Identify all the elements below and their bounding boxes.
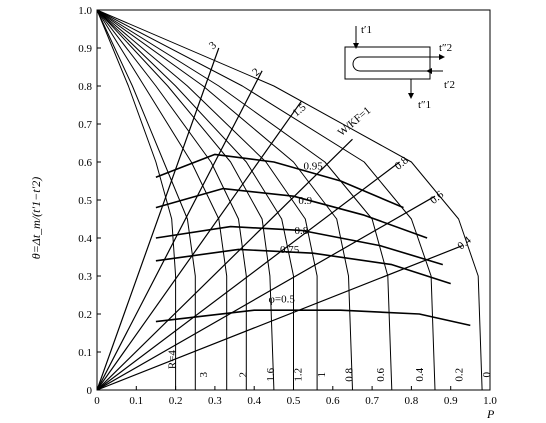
r-curve-label: 0.6 [375, 367, 387, 381]
y-tick-label: 0.3 [78, 271, 92, 283]
y-tick-label: 0.4 [78, 233, 92, 245]
x-tick-label: 0.9 [444, 395, 458, 407]
hot-outlet-arrowhead [408, 93, 414, 99]
r-curve-label: 3 [198, 372, 210, 378]
series-line-r-6 [96, 9, 318, 390]
cold-inlet-arrowhead [426, 68, 432, 74]
x-tick-label: 0.3 [208, 395, 222, 407]
y-tick-label: 0.9 [78, 43, 92, 55]
y-tick-label: 0.6 [78, 157, 92, 169]
r-curve-label: 1 [316, 372, 328, 378]
x-tick-label: 1.0 [483, 395, 497, 407]
series-line-wkf-14 [96, 138, 353, 391]
exchanger-tube [352, 56, 442, 72]
series-line-phi-19 [155, 187, 428, 239]
y-tick-label: 1.0 [78, 5, 92, 17]
x-tick-label: 0.7 [365, 395, 379, 407]
wkf-curve-label: 0.4 [455, 234, 474, 252]
y-tick-label: 0.1 [78, 347, 92, 359]
series-line-r-5 [96, 9, 294, 390]
series-line-r-1 [96, 9, 196, 390]
y-tick-label: 0 [87, 385, 93, 397]
phi-curve-label: 0.8 [294, 225, 308, 237]
r-curve-label: 0.4 [414, 367, 426, 381]
wkf-curve-label: W/KF=1 [336, 105, 374, 139]
series-line-r-8 [96, 9, 393, 391]
x-tick-label: 0 [94, 395, 100, 407]
series-line-r-10 [96, 9, 483, 391]
series-line-r-2 [96, 9, 228, 390]
series-line-phi-22 [155, 309, 471, 327]
r-curve-label: 0 [481, 372, 493, 378]
series-line-wkf-17 [96, 245, 463, 391]
axes-layer: 0 0.1 0.2 0.3 0.4 0.5 0.6 0.7 0.8 0.9 1.0 0 0.1 0.2 0.… [78, 5, 497, 407]
r-curve-label: 0.2 [453, 368, 465, 382]
hot-inlet-arrowhead [353, 43, 359, 49]
series-line-wkf-16 [96, 195, 436, 391]
x-tick-label: 0.5 [287, 395, 301, 407]
exchanger-shell [344, 46, 431, 80]
x-tick-label: 0.4 [247, 395, 261, 407]
hot-inlet-label: t′1 [361, 24, 372, 36]
hot-outlet-label: t″1 [418, 99, 431, 111]
series-line-phi-18 [155, 153, 404, 209]
phi-curve-label: 0.9 [298, 195, 312, 207]
r-curve-label: 0.8 [343, 367, 355, 381]
cold-outlet-arrowhead [439, 54, 445, 60]
x-tick-label: 0.6 [326, 395, 340, 407]
x-tick-label: 0.1 [129, 395, 143, 407]
series-line-wkf-11 [96, 47, 220, 391]
wkf-curve-label: 0.6 [428, 188, 447, 206]
phi-curve-label: φ=0.5 [269, 294, 296, 306]
r-curve-label: 1.2 [292, 368, 304, 382]
y-tick-label: 0.2 [78, 309, 92, 321]
cold-inlet-label: t′2 [444, 79, 455, 91]
r-curve-label: R=4 [167, 350, 179, 370]
series-line-phi-20 [155, 225, 444, 266]
series-line-wkf-13 [96, 100, 302, 391]
series-line-r-7 [96, 9, 353, 391]
series-line-wkf-15 [96, 161, 400, 391]
series-line-r-9 [96, 9, 436, 391]
r-curve-label: 1.6 [265, 367, 277, 381]
wkf-curve-label: 2 [250, 66, 262, 79]
x-axis-title: P [486, 407, 495, 421]
y-tick-label: 0.8 [78, 81, 92, 93]
x-tick-label: 0.8 [405, 395, 419, 407]
series-line-r-3 [96, 9, 247, 390]
series-line-phi-21 [155, 248, 451, 285]
phi-curve-label: 0.95 [304, 161, 324, 173]
r-curve-label: 2 [237, 372, 249, 378]
curves-layer [96, 9, 483, 391]
series-line-r-0 [96, 9, 177, 390]
y-axis-title: θ=Δt_m/(t′1−t′2) [29, 177, 43, 259]
y-tick-label: 0.5 [78, 195, 92, 207]
x-tick-label: 0.2 [169, 395, 183, 407]
heat-exchanger-schematic: t′1 t″2 t′2 t″1 [344, 24, 455, 111]
phi-curve-label: 0.75 [280, 244, 300, 256]
y-tick-label: 0.7 [78, 119, 92, 131]
wkf-curve-label: 0.8 [392, 154, 411, 172]
cold-outlet-label: t″2 [439, 42, 452, 54]
series-line-wkf-12 [96, 70, 263, 391]
